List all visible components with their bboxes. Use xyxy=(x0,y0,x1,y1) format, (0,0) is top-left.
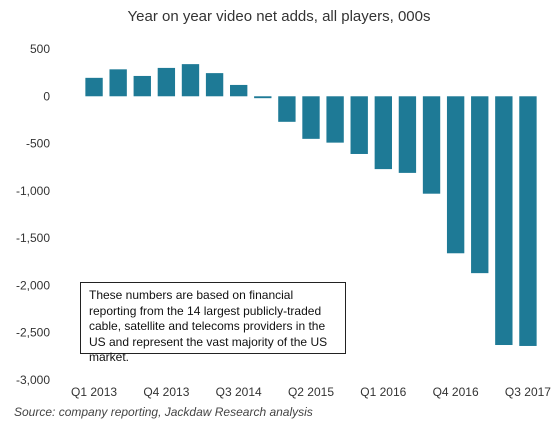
bar xyxy=(422,96,441,194)
x-tick-label: Q1 2013 xyxy=(71,385,117,399)
x-tick-label: Q2 2015 xyxy=(288,385,334,399)
y-tick-label: -2,500 xyxy=(16,326,50,340)
bar xyxy=(109,69,127,97)
annotation-box: These numbers are based on financial rep… xyxy=(80,282,346,364)
y-tick-label: -1,000 xyxy=(16,184,50,198)
bar xyxy=(205,73,224,97)
bar xyxy=(398,96,417,173)
bar xyxy=(302,96,320,139)
bar xyxy=(374,96,392,170)
y-axis: 500 0 -500 -1,000 -1,500 -2,000 -2,500 -3,000 xyxy=(16,42,50,387)
bar xyxy=(350,96,368,154)
bar xyxy=(157,67,176,97)
bar xyxy=(85,77,103,97)
bar xyxy=(495,96,513,346)
bar xyxy=(326,96,344,143)
x-tick-label: Q1 2016 xyxy=(360,385,406,399)
x-tick-label: Q3 2014 xyxy=(216,385,262,399)
bar xyxy=(471,96,489,274)
bar xyxy=(446,96,465,254)
x-tick-label: Q3 2017 xyxy=(505,385,551,399)
bar xyxy=(278,96,296,122)
source-note: Source: company reporting, Jackdaw Resea… xyxy=(14,405,313,419)
bar xyxy=(519,96,537,346)
y-tick-label: -500 xyxy=(26,137,50,151)
bars xyxy=(85,64,537,346)
y-tick-label: -2,000 xyxy=(16,278,50,292)
x-tick-label: Q4 2016 xyxy=(433,385,479,399)
y-tick-label: -3,000 xyxy=(16,373,50,387)
bar xyxy=(254,96,272,99)
x-tick-label: Q4 2013 xyxy=(143,385,189,399)
chart-title: Year on year video net adds, all players… xyxy=(127,8,431,25)
bar xyxy=(133,75,151,97)
bar xyxy=(181,64,200,97)
x-axis: Q1 2013 Q4 2013 Q3 2014 Q2 2015 Q1 2016 Q4 20… xyxy=(71,385,551,399)
y-tick-label: 0 xyxy=(43,89,50,103)
y-tick-label: -1,500 xyxy=(16,231,50,245)
y-tick-label: 500 xyxy=(30,42,50,56)
bar xyxy=(230,84,248,97)
